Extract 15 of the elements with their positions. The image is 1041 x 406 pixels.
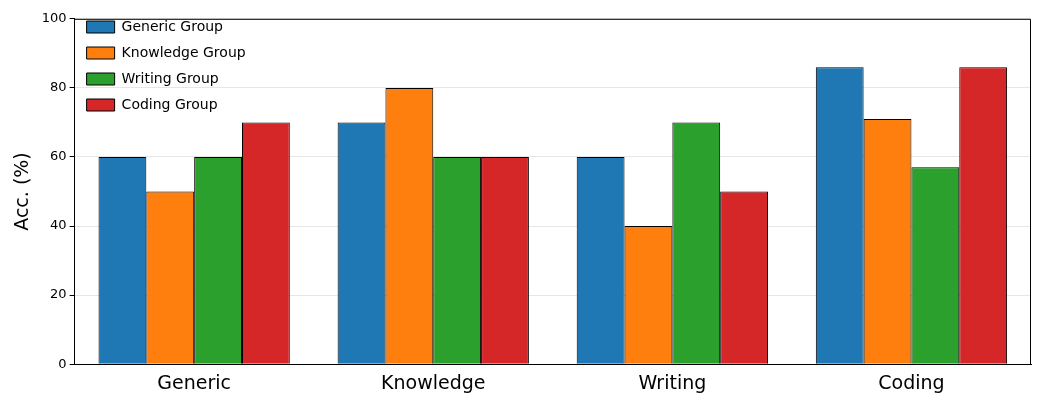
legend-label: Writing Group (121, 69, 219, 86)
y-tick-label: 60 (50, 148, 67, 164)
legend-label: Coding Group (121, 95, 218, 112)
y-axis-title: Acc. (%) (10, 152, 33, 231)
x-tick-label: Knowledge (381, 370, 486, 393)
x-tick-label: Coding (878, 370, 945, 393)
y-tick-label: 40 (50, 217, 67, 233)
y-tick-label: 0 (58, 355, 67, 371)
y-tick-label: 100 (41, 10, 67, 26)
y-tick-label: 20 (50, 286, 67, 302)
legend-label: Generic Group (121, 17, 224, 34)
x-tick-label: Generic (157, 370, 232, 393)
x-tick-label: Writing (638, 370, 707, 393)
y-tick-label: 80 (50, 79, 67, 95)
legend-label: Knowledge Group (121, 43, 246, 60)
